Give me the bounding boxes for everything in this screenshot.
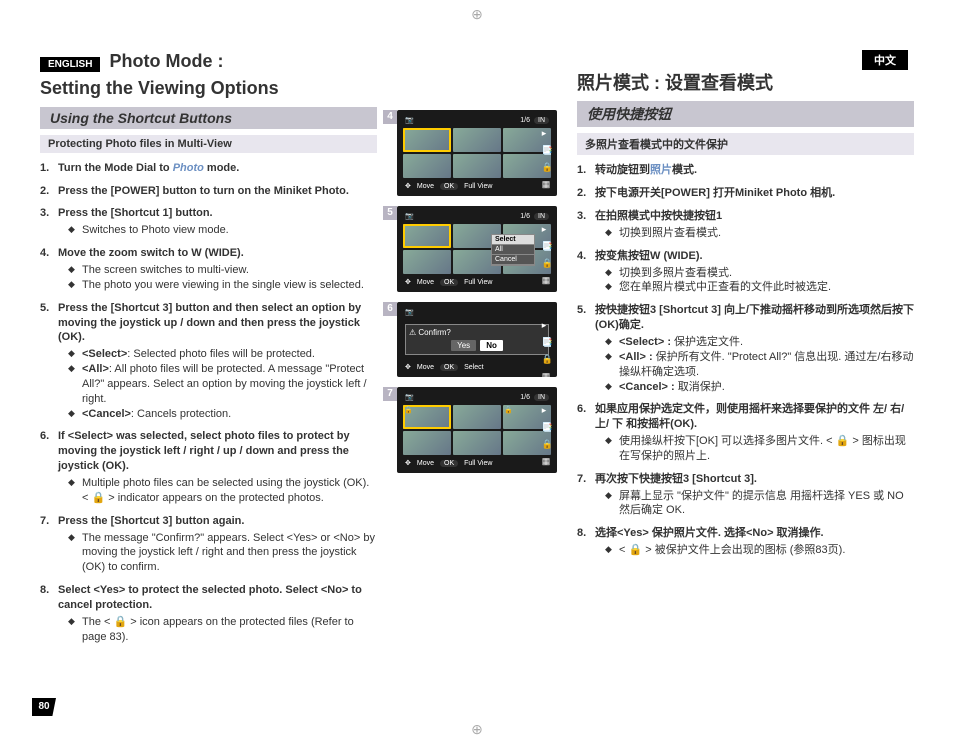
step-item: 4.Move the zoom switch to W (WIDE).The s… (40, 246, 377, 293)
device-screenshot: 7📷1/6IN🔒🔒▸📑🔒▦✥MoveOKFull View (397, 387, 557, 473)
subsection-left: Protecting Photo files in Multi-View (40, 135, 377, 153)
registration-mark-top: ⊕ (471, 6, 483, 23)
subsection-right: 多照片查看模式中的文件保护 (577, 133, 914, 155)
registration-mark-bottom: ⊕ (471, 721, 483, 738)
device-screenshot: 6📷⚠ Confirm?YesNo▸📑🔒▦✥MoveOKSelect (397, 302, 557, 377)
lang-badge-cn: 中文 (862, 50, 908, 70)
step-item: 6.如果应用保护选定文件，则使用摇杆来选择要保护的文件 左/ 右/ 上/ 下 和… (577, 402, 914, 463)
step-item: 2.按下电源开关[POWER] 打开Miniket Photo 相机. (577, 186, 914, 201)
page-number: 80 (32, 698, 56, 716)
steps-left: 1.Turn the Mode Dial to Photo mode. 2.Pre… (40, 161, 377, 645)
section-bar-right: 使用快捷按钮 (577, 101, 914, 127)
step-item: 4.按变焦按钮W (WIDE).切换到多照片查看模式.您在单照片模式中正查看的文… (577, 249, 914, 296)
right-column: 中文 照片模式 : 设置查看模式 使用快捷按钮 多照片查看模式中的文件保护 1.… (577, 50, 914, 652)
step-item: 6.If <Select> was selected, select photo… (40, 429, 377, 505)
step-item: 7.Press the [Shortcut 3] button again.Th… (40, 514, 377, 575)
device-screenshot: 4📷1/6IN▸📑🔒▦✥MoveOKFull View (397, 110, 557, 196)
step-item: 3.Press the [Shortcut 1] button.Switches… (40, 206, 377, 238)
step-item: 5.按快捷按钮3 [Shortcut 3] 向上/下推动摇杆移动到所选项然后按下… (577, 303, 914, 394)
steps-right: 1.转动旋钮到照片模式. 2.按下电源开关[POWER] 打开Miniket Ph… (577, 163, 914, 558)
device-screenshot: 5📷1/6INSelectAllCancel▸📑🔒▦✥MoveOKFull Vi… (397, 206, 557, 292)
step-item: 7.再次按下快捷按钮3 [Shortcut 3].屏幕上显示 "保护文件" 的提… (577, 472, 914, 519)
page-spread: ENGLISH Photo Mode : Setting the Viewing… (40, 50, 914, 652)
heading-right: 照片模式 : 设置查看模式 (577, 72, 914, 95)
device-screenshots: 4📷1/6IN▸📑🔒▦✥MoveOKFull View 5📷1/6INSelect… (397, 50, 557, 652)
step-item: 5.Press the [Shortcut 3] button and then… (40, 301, 377, 422)
step-item: 1.转动旋钮到照片模式. (577, 163, 914, 178)
heading-left-2: Setting the Viewing Options (40, 77, 377, 100)
step-item: 8.选择<Yes> 保护照片文件. 选择<No> 取消操作.< 🔒 > 被保护文… (577, 526, 914, 558)
step-item: 3.在拍照模式中按快捷按钮1切换到照片查看模式. (577, 209, 914, 241)
section-bar-left: Using the Shortcut Buttons (40, 107, 377, 129)
step-item: 1.Turn the Mode Dial to Photo mode. (40, 161, 377, 176)
step-item: 2.Press the [POWER] button to turn on th… (40, 184, 377, 199)
lang-badge-en: ENGLISH (40, 57, 100, 72)
left-column: ENGLISH Photo Mode : Setting the Viewing… (40, 50, 377, 652)
step-item: 8.Select <Yes> to protect the selected p… (40, 583, 377, 644)
heading-left-1: Photo Mode : (110, 51, 224, 71)
